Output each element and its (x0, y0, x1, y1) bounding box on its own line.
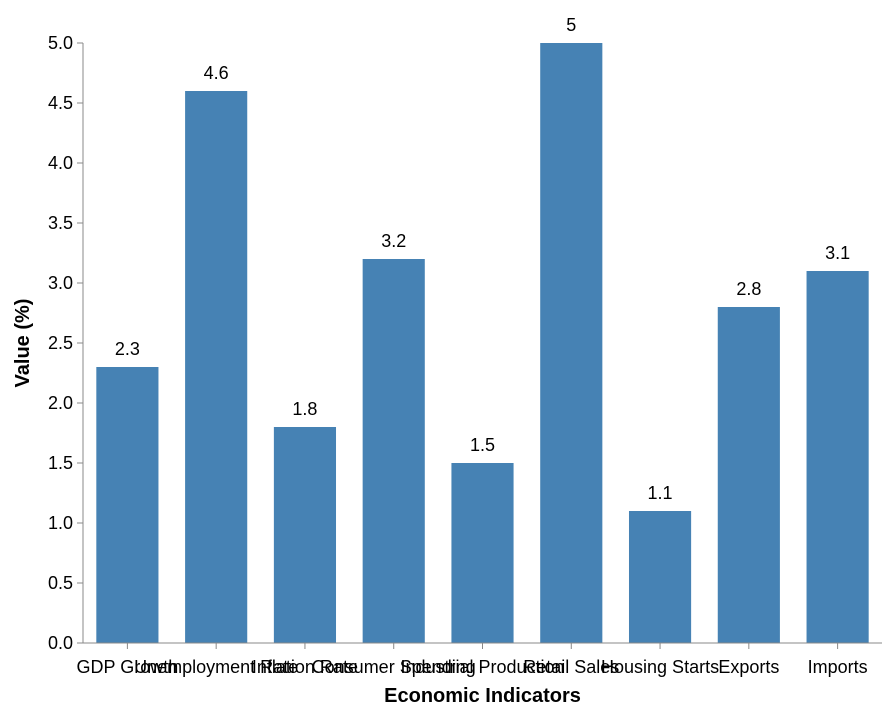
bar (806, 271, 869, 643)
y-axis-title: Value (%) (12, 299, 34, 388)
x-tick-label: Inflation Rate (252, 657, 358, 677)
data-labels-layer: 2.3 4.6 1.8 3.2 1.5 5 1.1 2.8 3.1 (115, 15, 850, 503)
x-tick-label: GDP Growth (77, 657, 179, 677)
data-label: 1.8 (292, 399, 317, 419)
bar (451, 463, 514, 643)
data-label: 5 (566, 15, 576, 35)
bar (628, 511, 692, 643)
y-tick-label: 0.0 (48, 633, 73, 653)
y-tick-label: 1.0 (48, 513, 73, 533)
bar (273, 427, 337, 643)
y-tick-label: 3.0 (48, 273, 73, 293)
data-label: 1.1 (648, 483, 673, 503)
bar (540, 43, 603, 643)
bar (185, 91, 248, 643)
bar (96, 367, 159, 643)
data-label: 2.8 (736, 279, 761, 299)
x-tick-label: Industrial Production (400, 657, 564, 677)
y-tick-label: 4.5 (48, 93, 73, 113)
data-label: 4.6 (204, 63, 229, 83)
x-tick-label: Retail Sales (523, 657, 619, 677)
y-tick-label: 2.5 (48, 333, 73, 353)
y-tick-label: 4.0 (48, 153, 73, 173)
x-axis-title: Economic Indicators (384, 685, 581, 707)
data-label: 3.1 (825, 243, 850, 263)
y-axis: 0.0 0.5 1.0 1.5 2.0 2.5 3.0 3.5 4.0 4.5 5.0 (48, 33, 84, 653)
bar (362, 259, 425, 643)
x-tick-label: Unemployment Rate (134, 657, 298, 677)
data-label: 3.2 (381, 231, 406, 251)
x-tick-label: Exports (718, 657, 779, 677)
bars-layer (96, 43, 869, 643)
bar (717, 307, 780, 643)
x-tick-label: Consumer Spending (312, 657, 476, 677)
data-label: 2.3 (115, 339, 140, 359)
x-tick-label: Housing Starts (601, 657, 719, 677)
y-tick-label: 1.5 (48, 453, 73, 473)
y-tick-label: 2.0 (48, 393, 73, 413)
data-label: 1.5 (470, 435, 495, 455)
y-tick-label: 3.5 (48, 213, 73, 233)
x-tick-label: Imports (808, 657, 868, 677)
y-tick-label: 0.5 (48, 573, 73, 593)
y-tick-label: 5.0 (48, 33, 73, 53)
